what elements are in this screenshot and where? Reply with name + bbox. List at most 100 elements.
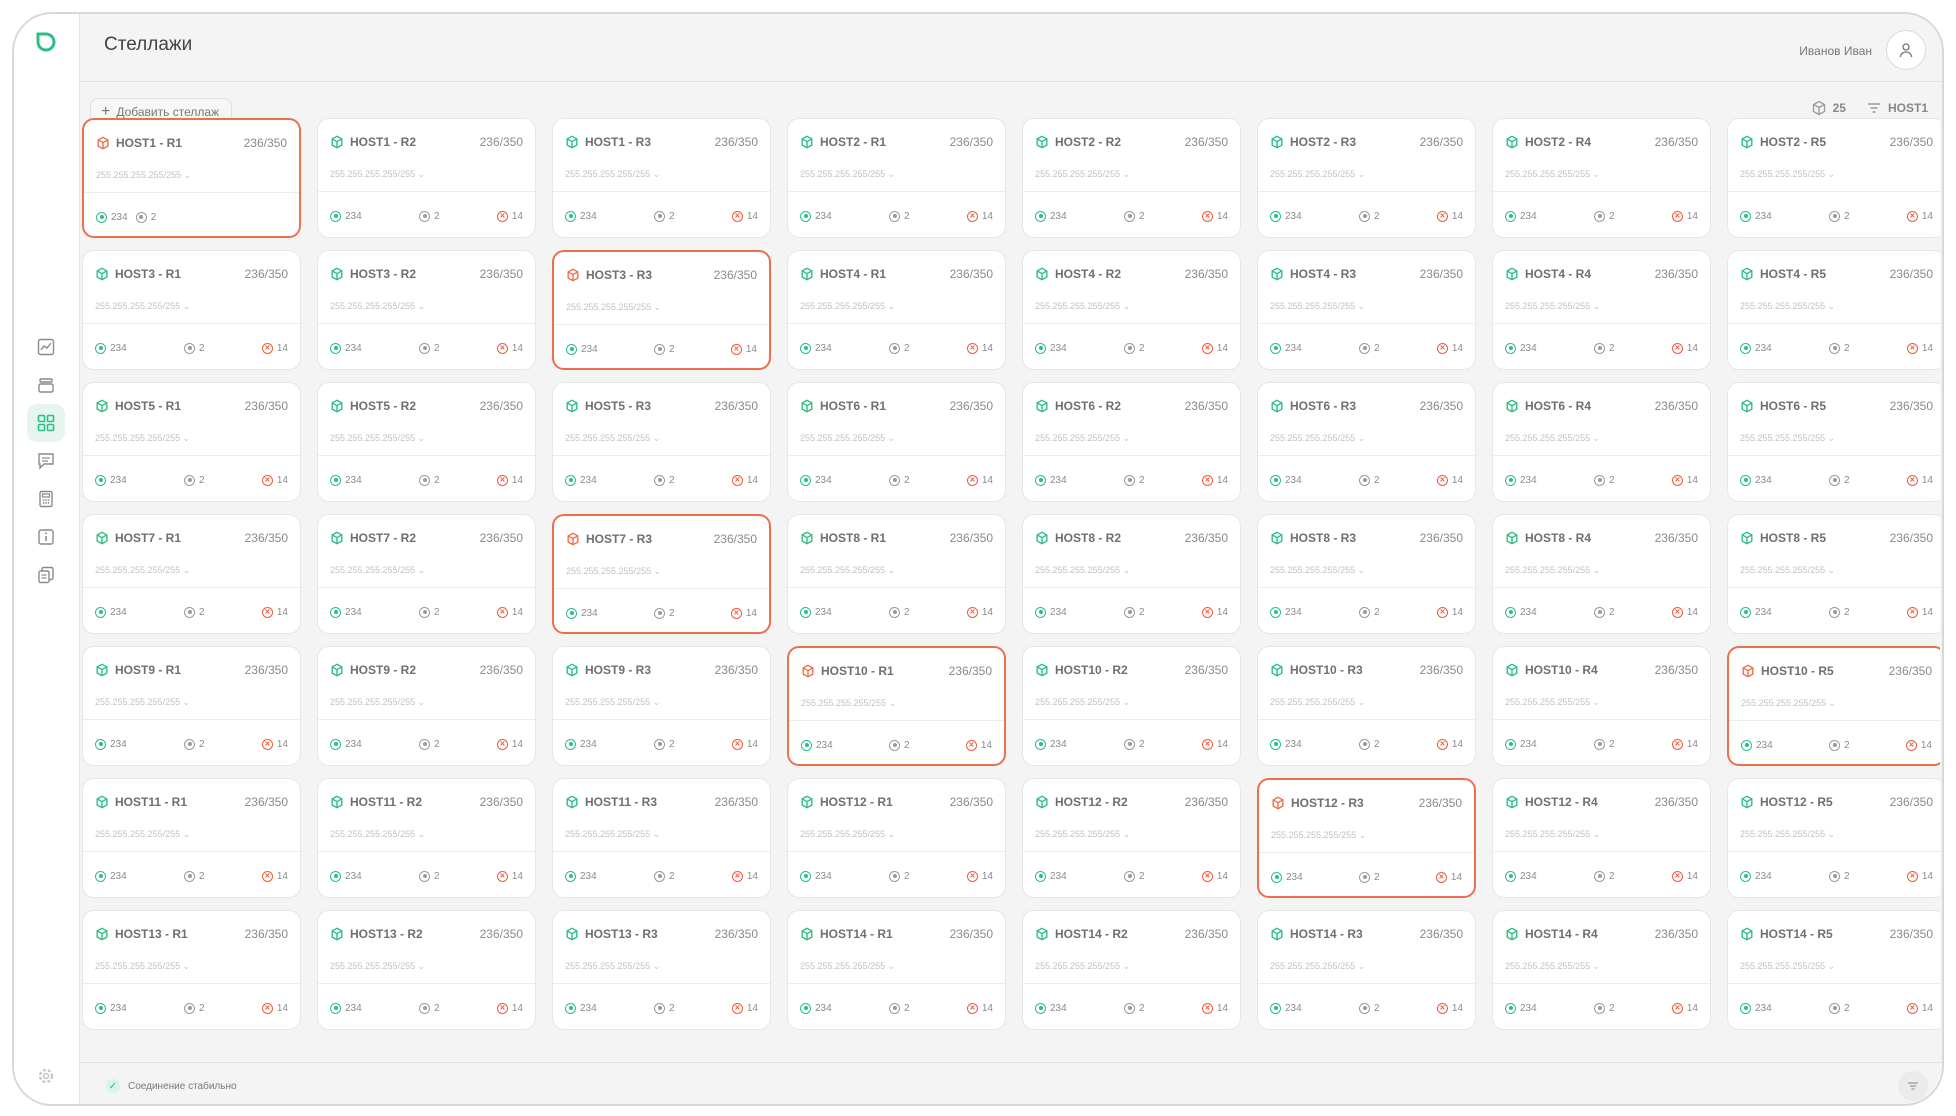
rack-card[interactable]: HOST3 - R3 236/350 255.255.255.255/255 ⌄ 23… [552,250,771,370]
rack-ip-select[interactable]: 255.255.255.255/255 ⌄ [95,433,190,444]
rack-card[interactable]: HOST14 - R2 236/350 255.255.255.255/255 ⌄ 2… [1022,910,1241,1030]
rack-card[interactable]: HOST11 - R2 236/350 255.255.255.255/255 ⌄ 2… [317,778,536,898]
rack-ip-select[interactable]: 255.255.255.255/255 ⌄ [1035,961,1130,972]
rack-card[interactable]: HOST7 - R3 236/350 255.255.255.255/255 ⌄ 23… [552,514,771,634]
rack-ip-select[interactable]: 255.255.255.255/255 ⌄ [1740,829,1835,840]
rack-ip-select[interactable]: 255.255.255.255/255 ⌄ [1505,565,1600,576]
rack-card[interactable]: HOST6 - R2 236/350 255.255.255.255/255 ⌄ 23… [1022,382,1241,502]
rack-card[interactable]: HOST5 - R2 236/350 255.255.255.255/255 ⌄ 23… [317,382,536,502]
rack-ip-select[interactable]: 255.255.255.255/255 ⌄ [1270,433,1365,444]
rack-ip-select[interactable]: 255.255.255.255/255 ⌄ [800,829,895,840]
rack-card[interactable]: HOST8 - R4 236/350 255.255.255.255/255 ⌄ 23… [1492,514,1711,634]
rack-card[interactable]: HOST10 - R4 236/350 255.255.255.255/255 ⌄ 2… [1492,646,1711,766]
rack-card[interactable]: HOST8 - R3 236/350 255.255.255.255/255 ⌄ 23… [1257,514,1476,634]
rack-ip-select[interactable]: 255.255.255.255/255 ⌄ [801,698,896,709]
rack-card[interactable]: HOST6 - R3 236/350 255.255.255.255/255 ⌄ 23… [1257,382,1476,502]
rack-card[interactable]: HOST5 - R1 236/350 255.255.255.255/255 ⌄ 23… [82,382,301,502]
rack-card[interactable]: HOST10 - R2 236/350 255.255.255.255/255 ⌄ 2… [1022,646,1241,766]
rack-ip-select[interactable]: 255.255.255.255/255 ⌄ [800,433,895,444]
rack-card[interactable]: HOST9 - R1 236/350 255.255.255.255/255 ⌄ 23… [82,646,301,766]
rack-ip-select[interactable]: 255.255.255.255/255 ⌄ [1740,169,1835,180]
nav-messages[interactable] [27,442,65,480]
logo-icon[interactable] [34,30,58,54]
rack-ip-select[interactable]: 255.255.255.255/255 ⌄ [330,829,425,840]
rack-ip-select[interactable]: 255.255.255.255/255 ⌄ [95,961,190,972]
rack-card[interactable]: HOST14 - R3 236/350 255.255.255.255/255 ⌄ 2… [1257,910,1476,1030]
rack-ip-select[interactable]: 255.255.255.255/255 ⌄ [1505,697,1600,708]
rack-ip-select[interactable]: 255.255.255.255/255 ⌄ [1505,301,1600,312]
rack-card[interactable]: HOST5 - R3 236/350 255.255.255.255/255 ⌄ 23… [552,382,771,502]
rack-ip-select[interactable]: 255.255.255.255/255 ⌄ [566,566,661,577]
rack-ip-select[interactable]: 255.255.255.255/255 ⌄ [1270,961,1365,972]
rack-card[interactable]: HOST2 - R1 236/350 255.255.255.255/255 ⌄ 23… [787,118,1006,238]
rack-card[interactable]: HOST13 - R2 236/350 255.255.255.255/255 ⌄ 2… [317,910,536,1030]
rack-ip-select[interactable]: 255.255.255.255/255 ⌄ [95,301,190,312]
nav-documents[interactable] [27,556,65,594]
rack-card[interactable]: HOST12 - R2 236/350 255.255.255.255/255 ⌄ 2… [1022,778,1241,898]
rack-grid-viewport[interactable]: HOST1 - R1 236/350 255.255.255.255/255 ⌄ 23… [82,118,1940,1062]
rack-card[interactable]: HOST8 - R2 236/350 255.255.255.255/255 ⌄ 23… [1022,514,1241,634]
rack-ip-select[interactable]: 255.255.255.255/255 ⌄ [96,170,191,181]
rack-card[interactable]: HOST1 - R3 236/350 255.255.255.255/255 ⌄ 23… [552,118,771,238]
rack-card[interactable]: HOST9 - R2 236/350 255.255.255.255/255 ⌄ 23… [317,646,536,766]
rack-card[interactable]: HOST11 - R3 236/350 255.255.255.255/255 ⌄ 2… [552,778,771,898]
nav-calculator[interactable] [27,480,65,518]
rack-card[interactable]: HOST10 - R3 236/350 255.255.255.255/255 ⌄ 2… [1257,646,1476,766]
rack-ip-select[interactable]: 255.255.255.255/255 ⌄ [1035,433,1130,444]
rack-ip-select[interactable]: 255.255.255.255/255 ⌄ [330,697,425,708]
rack-card[interactable]: HOST4 - R4 236/350 255.255.255.255/255 ⌄ 23… [1492,250,1711,370]
rack-ip-select[interactable]: 255.255.255.255/255 ⌄ [330,301,425,312]
rack-ip-select[interactable]: 255.255.255.255/255 ⌄ [565,829,660,840]
rack-card[interactable]: HOST6 - R5 236/350 255.255.255.255/255 ⌄ 23… [1727,382,1940,502]
rack-ip-select[interactable]: 255.255.255.255/255 ⌄ [1035,697,1130,708]
nav-racks[interactable] [27,404,65,442]
rack-ip-select[interactable]: 255.255.255.255/255 ⌄ [565,169,660,180]
rack-ip-select[interactable]: 255.255.255.255/255 ⌄ [1740,565,1835,576]
nav-chart[interactable] [27,328,65,366]
user-name[interactable]: Иванов Иван [1799,44,1872,58]
rack-card[interactable]: HOST4 - R3 236/350 255.255.255.255/255 ⌄ 23… [1257,250,1476,370]
rack-card[interactable]: HOST2 - R5 236/350 255.255.255.255/255 ⌄ 23… [1727,118,1940,238]
rack-card[interactable]: HOST8 - R5 236/350 255.255.255.255/255 ⌄ 23… [1727,514,1940,634]
rack-card[interactable]: HOST13 - R3 236/350 255.255.255.255/255 ⌄ 2… [552,910,771,1030]
rack-ip-select[interactable]: 255.255.255.255/255 ⌄ [95,829,190,840]
rack-card[interactable]: HOST1 - R1 236/350 255.255.255.255/255 ⌄ 23… [82,118,301,238]
rack-ip-select[interactable]: 255.255.255.255/255 ⌄ [1035,301,1130,312]
rack-ip-select[interactable]: 255.255.255.255/255 ⌄ [1505,829,1600,840]
rack-card[interactable]: HOST12 - R3 236/350 255.255.255.255/255 ⌄ 2… [1257,778,1476,898]
rack-card[interactable]: HOST6 - R4 236/350 255.255.255.255/255 ⌄ 23… [1492,382,1711,502]
rack-ip-select[interactable]: 255.255.255.255/255 ⌄ [565,697,660,708]
avatar[interactable] [1886,30,1926,70]
rack-ip-select[interactable]: 255.255.255.255/255 ⌄ [1270,169,1365,180]
rack-card[interactable]: HOST10 - R5 236/350 255.255.255.255/255 ⌄ 2… [1727,646,1940,766]
rack-card[interactable]: HOST14 - R4 236/350 255.255.255.255/255 ⌄ 2… [1492,910,1711,1030]
rack-card[interactable]: HOST3 - R2 236/350 255.255.255.255/255 ⌄ 23… [317,250,536,370]
rack-ip-select[interactable]: 255.255.255.255/255 ⌄ [1270,697,1365,708]
rack-ip-select[interactable]: 255.255.255.255/255 ⌄ [1035,169,1130,180]
rack-card[interactable]: HOST1 - R2 236/350 255.255.255.255/255 ⌄ 23… [317,118,536,238]
rack-ip-select[interactable]: 255.255.255.255/255 ⌄ [565,961,660,972]
rack-card[interactable]: HOST4 - R1 236/350 255.255.255.255/255 ⌄ 23… [787,250,1006,370]
rack-card[interactable]: HOST6 - R1 236/350 255.255.255.255/255 ⌄ 23… [787,382,1006,502]
rack-card[interactable]: HOST14 - R1 236/350 255.255.255.255/255 ⌄ 2… [787,910,1006,1030]
rack-ip-select[interactable]: 255.255.255.255/255 ⌄ [800,565,895,576]
rack-ip-select[interactable]: 255.255.255.255/255 ⌄ [1740,433,1835,444]
rack-card[interactable]: HOST12 - R4 236/350 255.255.255.255/255 ⌄ 2… [1492,778,1711,898]
rack-ip-select[interactable]: 255.255.255.255/255 ⌄ [95,565,190,576]
rack-ip-select[interactable]: 255.255.255.255/255 ⌄ [1035,829,1130,840]
nav-info[interactable] [27,518,65,556]
rack-ip-select[interactable]: 255.255.255.255/255 ⌄ [1740,301,1835,312]
rack-ip-select[interactable]: 255.255.255.255/255 ⌄ [800,961,895,972]
rack-card[interactable]: HOST4 - R2 236/350 255.255.255.255/255 ⌄ 23… [1022,250,1241,370]
rack-ip-select[interactable]: 255.255.255.255/255 ⌄ [800,301,895,312]
rack-ip-select[interactable]: 255.255.255.255/255 ⌄ [330,433,425,444]
rack-card[interactable]: HOST13 - R1 236/350 255.255.255.255/255 ⌄ 2… [82,910,301,1030]
rack-ip-select[interactable]: 255.255.255.255/255 ⌄ [565,433,660,444]
rack-ip-select[interactable]: 255.255.255.255/255 ⌄ [1505,433,1600,444]
rack-ip-select[interactable]: 255.255.255.255/255 ⌄ [95,697,190,708]
rack-card[interactable]: HOST10 - R1 236/350 255.255.255.255/255 ⌄ 2… [787,646,1006,766]
filter-value[interactable]: HOST1 [1887,101,1928,115]
rack-card[interactable]: HOST9 - R3 236/350 255.255.255.255/255 ⌄ 23… [552,646,771,766]
rack-ip-select[interactable]: 255.255.255.255/255 ⌄ [1270,301,1365,312]
rack-ip-select[interactable]: 255.255.255.255/255 ⌄ [1740,961,1835,972]
